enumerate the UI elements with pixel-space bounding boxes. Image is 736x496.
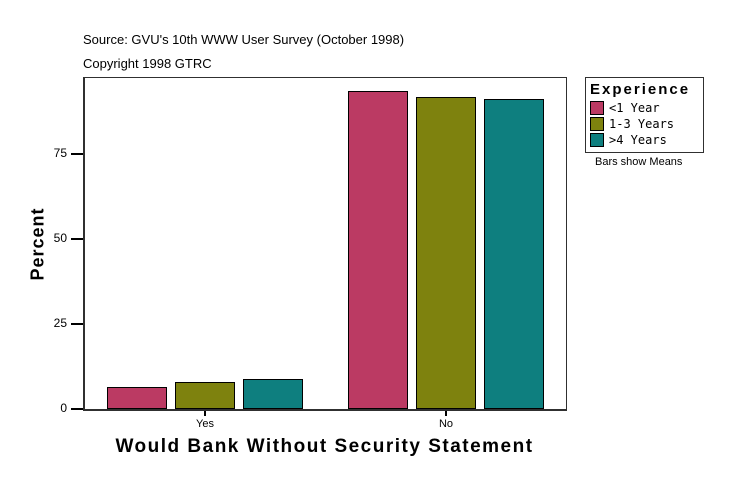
legend-title: Experience	[590, 81, 691, 98]
y-tick-0	[71, 408, 83, 410]
legend-item-label: <1 Year	[609, 101, 660, 115]
y-tick-label-75: 75	[53, 146, 67, 160]
x-axis-title: Would Bank Without Security Statement	[115, 436, 534, 457]
x-tick-label-no: No	[438, 418, 454, 430]
bar-no-1-year	[348, 91, 408, 409]
bar-yes-4-years	[243, 379, 303, 409]
bar-no-4-years	[484, 99, 544, 409]
legend-swatch-1-year	[590, 101, 604, 115]
bar-no-1-3-years	[416, 97, 476, 409]
y-tick-label-25: 25	[53, 316, 67, 330]
source-text: Source: GVU's 10th WWW User Survey (Octo…	[83, 32, 405, 47]
legend-swatch-1-3-years	[590, 117, 604, 131]
y-tick-75	[71, 153, 83, 155]
y-tick-label-0: 0	[60, 401, 67, 415]
legend: Experience <1 Year 1-3 Years >4 Years	[585, 77, 704, 153]
legend-note: Bars show Means	[595, 156, 683, 168]
y-tick-label-50: 50	[53, 231, 67, 245]
legend-item-1-3-years: 1-3 Years	[590, 116, 699, 132]
bar-yes-1-3-years	[175, 382, 235, 409]
legend-items: <1 Year 1-3 Years >4 Years	[590, 100, 699, 148]
bar-yes-1-year	[107, 387, 167, 409]
x-tick-no	[445, 411, 447, 416]
legend-item-label: >4 Years	[609, 133, 667, 147]
legend-swatch-4-years	[590, 133, 604, 147]
y-tick-50	[71, 238, 83, 240]
y-tick-25	[71, 323, 83, 325]
copyright-text: Copyright 1998 GTRC	[83, 56, 212, 71]
plot-area	[83, 77, 567, 411]
x-tick-label-yes: Yes	[196, 418, 214, 430]
legend-item-4-years: >4 Years	[590, 132, 699, 148]
x-tick-yes	[204, 411, 206, 416]
legend-item-label: 1-3 Years	[609, 117, 675, 131]
legend-item-1-year: <1 Year	[590, 100, 699, 116]
